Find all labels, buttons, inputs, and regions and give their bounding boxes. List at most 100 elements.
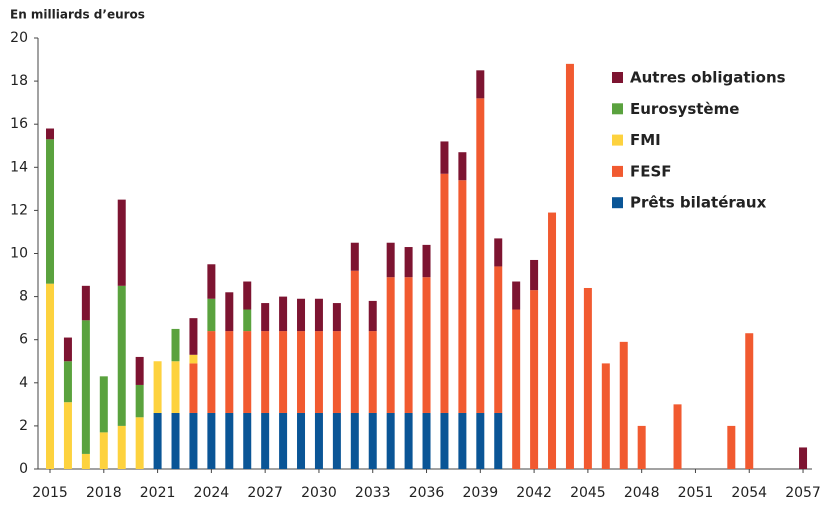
x-tick-label: 2051: [678, 485, 714, 501]
bar-segment: [368, 300, 377, 332]
bar-segment: [117, 285, 126, 426]
bar-segment: [440, 173, 449, 413]
bar-segment: [458, 152, 467, 181]
x-tick-label: 2039: [462, 485, 498, 501]
bar-segment: [261, 331, 270, 413]
bar-segment: [440, 141, 449, 174]
bar-segment: [81, 285, 90, 321]
bar-segment: [440, 412, 449, 469]
x-tick-label: 2018: [86, 485, 122, 501]
bar-segment: [189, 318, 198, 355]
x-tick-label: 2024: [194, 485, 230, 501]
bar-segment: [189, 412, 198, 469]
bar-segment: [368, 412, 377, 469]
bar-segment: [171, 328, 180, 362]
x-tick-label: 2030: [301, 485, 337, 501]
bar-segment: [81, 320, 90, 454]
bar-segment: [404, 277, 413, 413]
bar-segment: [279, 412, 288, 469]
bar-segment: [243, 412, 252, 469]
legend-swatch: [612, 72, 623, 83]
bar-segment: [297, 298, 306, 332]
x-tick-label: 2057: [785, 485, 821, 501]
bar-segment: [225, 412, 234, 469]
x-tick-label: 2045: [570, 485, 606, 501]
bar-segment: [332, 331, 341, 413]
bar-segment: [350, 242, 359, 271]
bar-segment: [386, 277, 395, 413]
bar-segment: [314, 298, 323, 332]
bar-segment: [261, 412, 270, 469]
bar-segment: [243, 281, 252, 310]
bar-segment: [135, 356, 144, 385]
bar-segment: [225, 292, 234, 332]
bar-segment: [81, 453, 90, 469]
x-tick-label: 2021: [140, 485, 176, 501]
bar-segment: [207, 412, 216, 469]
bar-segment: [404, 412, 413, 469]
bar-segment: [512, 281, 521, 310]
legend-label: Autres obligations: [630, 69, 786, 87]
legend-swatch: [612, 103, 623, 115]
bar-segment: [476, 70, 485, 99]
legend-swatch: [612, 134, 623, 146]
bar-segment: [476, 412, 485, 469]
legend-swatch: [612, 165, 623, 177]
y-tick-label: 16: [10, 116, 28, 132]
bar-segment: [314, 412, 323, 469]
legend-label: Prêts bilatéraux: [630, 194, 767, 212]
y-tick-label: 2: [19, 418, 28, 434]
bar-segment: [171, 361, 180, 413]
bar-segment: [601, 363, 610, 469]
x-tick-label: 2033: [355, 485, 391, 501]
bar-segment: [117, 199, 126, 286]
bar-segment: [799, 447, 808, 469]
bar-segment: [512, 309, 521, 469]
bar-segment: [350, 270, 359, 413]
x-tick-label: 2027: [247, 485, 283, 501]
bar-segment: [386, 412, 395, 469]
x-tick-label: 2048: [624, 485, 660, 501]
y-tick-label: 20: [10, 30, 28, 46]
bar-segment: [297, 412, 306, 469]
bar-segment: [297, 331, 306, 413]
bar-segment: [548, 212, 557, 469]
bar-segment: [207, 264, 216, 299]
bar-segment: [530, 290, 539, 469]
bar-segment: [727, 425, 736, 469]
x-tick-label: 2042: [516, 485, 552, 501]
bar-segment: [494, 238, 503, 267]
bar-segment: [458, 412, 467, 469]
bar-segment: [99, 376, 108, 433]
legend-label: Eurosystème: [630, 100, 739, 118]
bar-segment: [63, 361, 72, 403]
bar-segment: [637, 425, 646, 469]
bar-segment: [368, 331, 377, 413]
bar-segment: [135, 417, 144, 469]
bar-segment: [46, 139, 55, 284]
legend-swatch: [612, 197, 623, 209]
bar-segment: [46, 283, 55, 469]
bar-segment: [207, 331, 216, 413]
bar-segment: [583, 287, 592, 469]
bar-segment: [565, 63, 574, 470]
x-tick-label: 2015: [32, 485, 68, 501]
bar-segment: [494, 266, 503, 413]
bar-segment: [243, 309, 252, 332]
bar-segment: [99, 432, 108, 469]
y-tick-label: 6: [19, 332, 28, 348]
bar-segment: [386, 242, 395, 278]
x-tick-label: 2054: [731, 485, 767, 501]
bar-segment: [153, 361, 162, 413]
bar-segment: [458, 180, 467, 413]
bar-segment: [63, 402, 72, 469]
bar-segment: [422, 277, 431, 413]
bar-segment: [46, 128, 55, 140]
bar-segment: [422, 412, 431, 469]
bar-segment: [225, 331, 234, 413]
bar-segment: [207, 298, 216, 332]
bar-segment: [494, 412, 503, 469]
bar-segment: [153, 412, 162, 469]
y-tick-label: 8: [19, 289, 28, 305]
bar-segment: [530, 259, 539, 291]
